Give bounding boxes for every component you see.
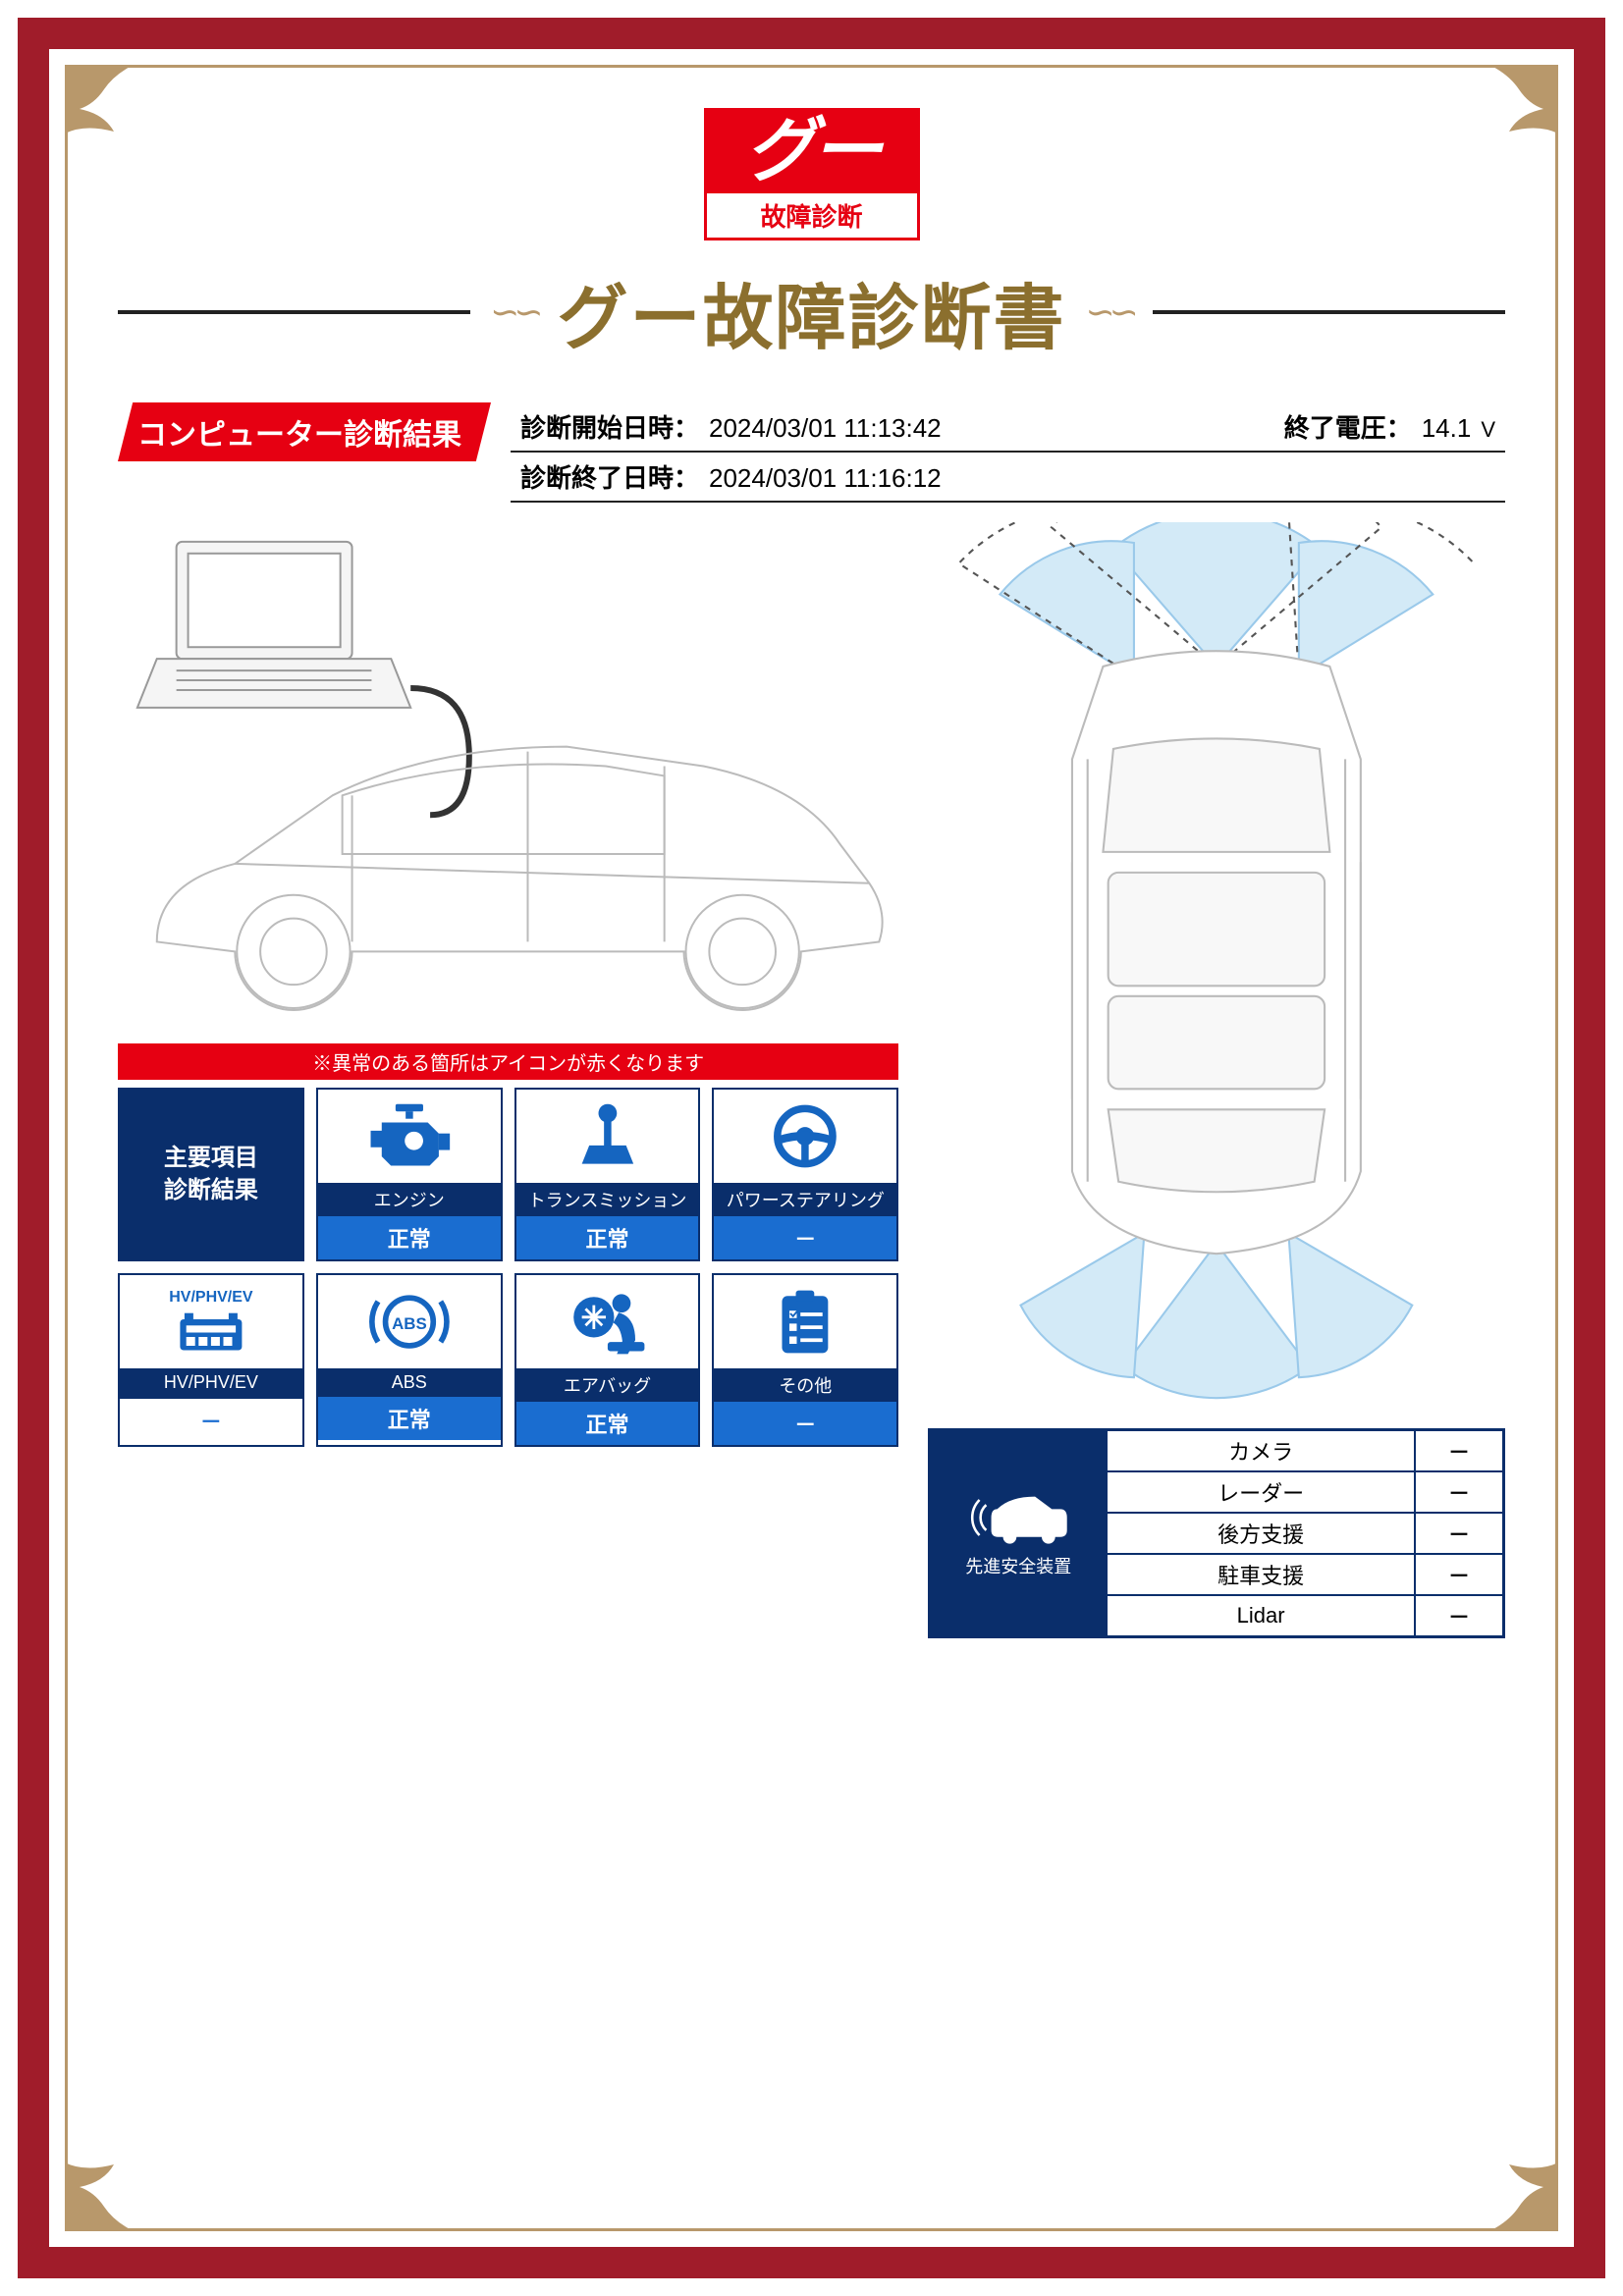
section-header-row: コンピューター診断結果 診断開始日時： 2024/03/01 11:13:42 … [118,402,1505,503]
steering-wheel-icon [714,1090,896,1183]
diag-status: 正常 [318,1216,501,1259]
hv-text: HV/PHV/EV [169,1289,252,1307]
voltage-label: 終了電圧： [1284,408,1412,445]
safety-row-value: － [1415,1471,1503,1513]
car-sensor-icon [935,1488,1102,1547]
diag-status: － [714,1402,896,1445]
diagnosis-grid: 主要項目 診断結果 エンジン 正常 トランスミッション 正常 [118,1088,898,1447]
diag-card-power-steering: パワーステアリング － [712,1088,898,1261]
car-top-panel: 先進安全装置 カメラ － レーダー － 後方支援 － 駐車支援 － Lidar … [928,522,1505,1638]
brand-logo: グー 故障診断 [704,108,920,240]
hv-battery-icon: HV/PHV/EV [120,1275,302,1368]
car-side-diagram-icon [118,522,898,1030]
title-rule-left [118,310,470,314]
diag-card-airbag: エアバッグ 正常 [514,1273,701,1447]
diag-card-transmission: トランスミッション 正常 [514,1088,701,1261]
meta-start-row: 診断開始日時： 2024/03/01 11:13:42 終了電圧： 14.1 V [511,402,1505,453]
diag-status: 正常 [318,1397,501,1440]
safety-row-value: － [1415,1595,1503,1636]
flourish-icon: ∽∽ [1086,292,1133,333]
start-time-label: 診断開始日時： [520,408,699,445]
diag-label: ABS [318,1368,501,1397]
safety-header-label: 先進安全装置 [965,1553,1071,1578]
diag-status: 正常 [516,1216,699,1259]
diag-status: 正常 [516,1402,699,1445]
car-top-sensor-diagram-icon [928,522,1505,1409]
safety-row-label: Lidar [1107,1595,1415,1636]
safety-row-label: 駐車支援 [1107,1554,1415,1595]
safety-row-label: レーダー [1107,1471,1415,1513]
warning-note: ※異常のある箇所はアイコンが赤くなります [118,1043,898,1080]
start-time-value: 2024/03/01 11:13:42 [709,413,1274,444]
car-side-panel: ※異常のある箇所はアイコンが赤くなります 主要項目 診断結果 エンジン 正常 [118,522,898,1447]
safety-row-label: 後方支援 [1107,1513,1415,1554]
document-title: グー故障診断書 [558,260,1066,363]
diag-card-abs: ABS ABS 正常 [316,1273,503,1447]
diagnosis-meta: 診断開始日時： 2024/03/01 11:13:42 終了電圧： 14.1 V… [511,402,1505,503]
title-rule-right [1153,310,1505,314]
airbag-icon [516,1275,699,1368]
safety-row-value: － [1415,1430,1503,1471]
diag-status: － [714,1216,896,1259]
voltage-unit: V [1481,417,1495,443]
diag-header-card: 主要項目 診断結果 [118,1088,304,1261]
diag-label: その他 [714,1368,896,1402]
diag-label: エアバッグ [516,1368,699,1402]
content-area: グー 故障診断 ∽∽ グー故障診断書 ∽∽ コンピューター診断結果 診断開始日時… [79,79,1544,2217]
diag-status: － [120,1397,302,1442]
end-time-label: 診断終了日時： [520,458,699,495]
document-title-row: ∽∽ グー故障診断書 ∽∽ [118,260,1505,363]
engine-icon [318,1090,501,1183]
abs-icon: ABS [318,1275,501,1368]
safety-equipment-table: 先進安全装置 カメラ － レーダー － 後方支援 － 駐車支援 － Lidar … [928,1428,1505,1638]
safety-row-value: － [1415,1554,1503,1595]
brand-subtitle: 故障診断 [704,190,920,240]
svg-text:ABS: ABS [392,1314,427,1333]
clipboard-icon [714,1275,896,1368]
diag-label: エンジン [318,1183,501,1216]
voltage-value: 14.1 [1422,413,1472,444]
meta-end-row: 診断終了日時： 2024/03/01 11:16:12 [511,453,1505,503]
safety-row-label: カメラ [1107,1430,1415,1471]
transmission-icon [516,1090,699,1183]
diag-label: パワーステアリング [714,1183,896,1216]
diag-card-other: その他 － [712,1273,898,1447]
diag-card-engine: エンジン 正常 [316,1088,503,1261]
diag-card-hv: HV/PHV/EV HV/PHV/EV － [118,1273,304,1447]
section-ribbon: コンピューター診断結果 [118,402,491,461]
brand-name: グー [704,108,920,190]
diagram-row: ※異常のある箇所はアイコンが赤くなります 主要項目 診断結果 エンジン 正常 [118,522,1505,1638]
diag-header-text: 主要項目 診断結果 [164,1142,258,1207]
end-time-value: 2024/03/01 11:16:12 [709,463,1495,494]
diag-label: HV/PHV/EV [120,1368,302,1397]
flourish-icon: ∽∽ [490,292,537,333]
safety-header-cell: 先進安全装置 [930,1430,1107,1636]
diag-label: トランスミッション [516,1183,699,1216]
safety-row-value: － [1415,1513,1503,1554]
